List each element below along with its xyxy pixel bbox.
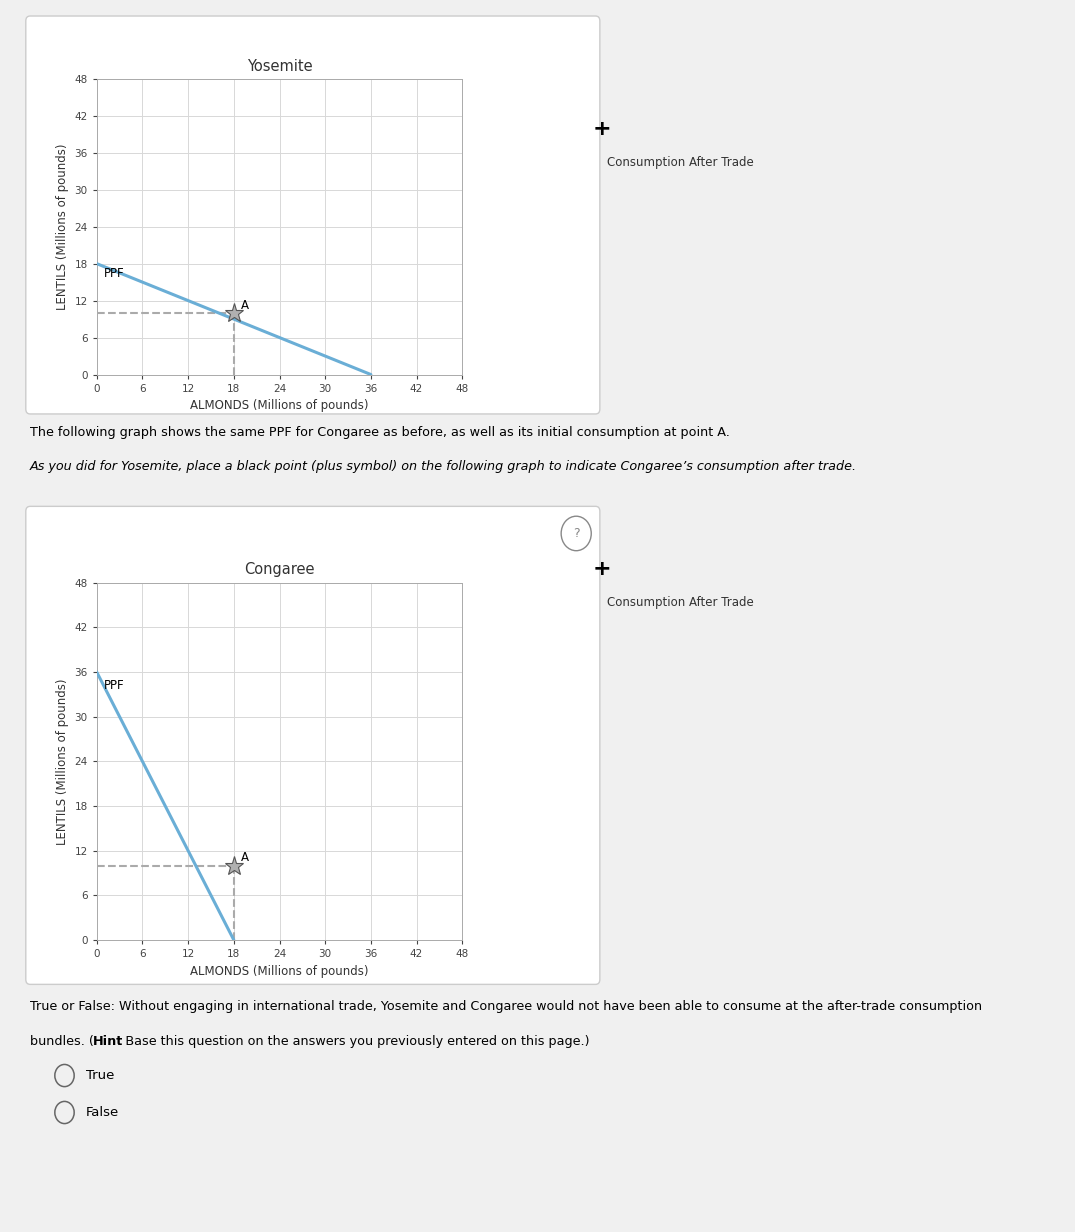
Text: Hint: Hint	[92, 1035, 123, 1048]
Text: PPF: PPF	[104, 680, 125, 692]
Text: As you did for Yosemite, place a black point (plus symbol) on the following grap: As you did for Yosemite, place a black p…	[30, 460, 857, 473]
Text: A: A	[241, 851, 248, 864]
Text: The following graph shows the same PPF for Congaree as before, as well as its in: The following graph shows the same PPF f…	[30, 426, 730, 440]
Text: ?: ?	[573, 527, 579, 540]
Text: Consumption After Trade: Consumption After Trade	[607, 156, 755, 170]
Text: PPF: PPF	[104, 266, 125, 280]
Text: : Base this question on the answers you previously entered on this page.): : Base this question on the answers you …	[117, 1035, 590, 1048]
Text: bundles. (: bundles. (	[30, 1035, 94, 1048]
X-axis label: ALMONDS (Millions of pounds): ALMONDS (Millions of pounds)	[190, 965, 369, 978]
Title: Congaree: Congaree	[244, 562, 315, 578]
Y-axis label: LENTILS (Millions of pounds): LENTILS (Millions of pounds)	[56, 678, 69, 845]
Text: Consumption After Trade: Consumption After Trade	[607, 596, 755, 610]
Text: True: True	[86, 1069, 114, 1082]
Text: +: +	[592, 559, 612, 579]
Text: False: False	[86, 1106, 119, 1119]
Text: +: +	[592, 120, 612, 139]
X-axis label: ALMONDS (Millions of pounds): ALMONDS (Millions of pounds)	[190, 399, 369, 413]
Text: True or False: Without engaging in international trade, Yosemite and Congaree wo: True or False: Without engaging in inter…	[30, 1000, 983, 1014]
Y-axis label: LENTILS (Millions of pounds): LENTILS (Millions of pounds)	[56, 143, 69, 310]
Title: Yosemite: Yosemite	[246, 58, 313, 74]
Text: A: A	[241, 299, 248, 312]
